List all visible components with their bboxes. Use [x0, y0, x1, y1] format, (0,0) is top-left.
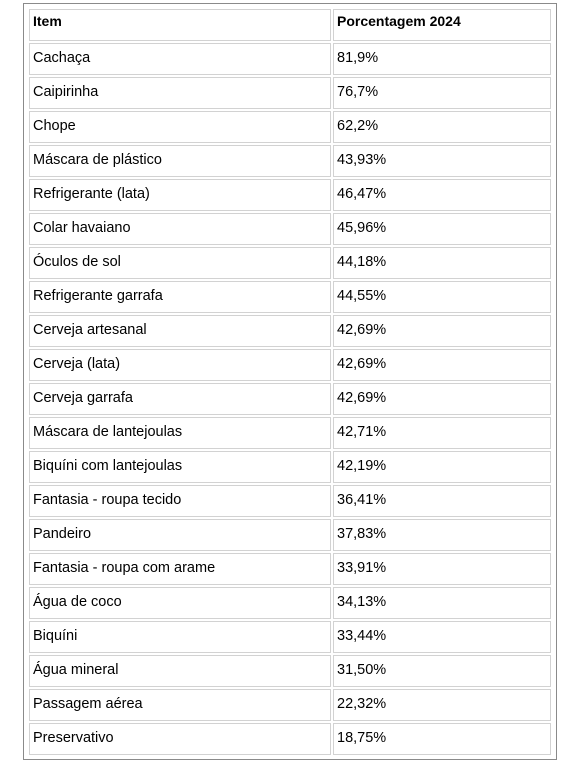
cell-percentage: 31,50% [333, 655, 551, 687]
cell-item: Cachaça [29, 43, 331, 75]
table-row: Água mineral 31,50% [29, 655, 551, 687]
cell-percentage: 37,83% [333, 519, 551, 551]
table-row: Pandeiro 37,83% [29, 519, 551, 551]
cell-item: Máscara de lantejoulas [29, 417, 331, 449]
table-row: Máscara de lantejoulas 42,71% [29, 417, 551, 449]
cell-percentage: 43,93% [333, 145, 551, 177]
cell-percentage: 33,91% [333, 553, 551, 585]
table-row: Preservativo 18,75% [29, 723, 551, 755]
cell-item: Fantasia - roupa tecido [29, 485, 331, 517]
cell-percentage: 45,96% [333, 213, 551, 245]
cell-item: Água mineral [29, 655, 331, 687]
cell-item: Biquíni com lantejoulas [29, 451, 331, 483]
cell-item: Passagem aérea [29, 689, 331, 721]
cell-item: Refrigerante (lata) [29, 179, 331, 211]
table-row: Refrigerante (lata) 46,47% [29, 179, 551, 211]
cell-item: Óculos de sol [29, 247, 331, 279]
table-row: Chope 62,2% [29, 111, 551, 143]
cell-percentage: 76,7% [333, 77, 551, 109]
cell-item: Pandeiro [29, 519, 331, 551]
table-row: Colar havaiano 45,96% [29, 213, 551, 245]
cell-percentage: 34,13% [333, 587, 551, 619]
cell-item: Caipirinha [29, 77, 331, 109]
table-row: Biquíni 33,44% [29, 621, 551, 653]
cell-percentage: 22,32% [333, 689, 551, 721]
cell-percentage: 33,44% [333, 621, 551, 653]
cell-percentage: 42,69% [333, 349, 551, 381]
price-table: Item Porcentagem 2024 Cachaça 81,9% Caip… [27, 7, 553, 757]
cell-percentage: 42,71% [333, 417, 551, 449]
cell-item: Água de coco [29, 587, 331, 619]
cell-item: Refrigerante garrafa [29, 281, 331, 313]
cell-item: Cerveja artesanal [29, 315, 331, 347]
table-row: Fantasia - roupa tecido 36,41% [29, 485, 551, 517]
cell-percentage: 81,9% [333, 43, 551, 75]
table-row: Máscara de plástico 43,93% [29, 145, 551, 177]
price-table-frame: Item Porcentagem 2024 Cachaça 81,9% Caip… [23, 3, 557, 760]
table-row: Fantasia - roupa com arame 33,91% [29, 553, 551, 585]
table-row: Passagem aérea 22,32% [29, 689, 551, 721]
cell-percentage: 42,69% [333, 315, 551, 347]
table-header-row: Item Porcentagem 2024 [29, 9, 551, 41]
table-row: Óculos de sol 44,18% [29, 247, 551, 279]
table-row: Biquíni com lantejoulas 42,19% [29, 451, 551, 483]
table-row: Cerveja artesanal 42,69% [29, 315, 551, 347]
cell-item: Fantasia - roupa com arame [29, 553, 331, 585]
column-header-percentage: Porcentagem 2024 [333, 9, 551, 41]
cell-percentage: 36,41% [333, 485, 551, 517]
table-row: Caipirinha 76,7% [29, 77, 551, 109]
cell-percentage: 42,69% [333, 383, 551, 415]
cell-item: Cerveja garrafa [29, 383, 331, 415]
table-row: Cachaça 81,9% [29, 43, 551, 75]
table-row: Cerveja garrafa 42,69% [29, 383, 551, 415]
cell-percentage: 44,18% [333, 247, 551, 279]
cell-percentage: 42,19% [333, 451, 551, 483]
cell-percentage: 46,47% [333, 179, 551, 211]
cell-item: Chope [29, 111, 331, 143]
cell-item: Biquíni [29, 621, 331, 653]
table-row: Água de coco 34,13% [29, 587, 551, 619]
column-header-item: Item [29, 9, 331, 41]
cell-item: Máscara de plástico [29, 145, 331, 177]
cell-item: Colar havaiano [29, 213, 331, 245]
table-row: Cerveja (lata) 42,69% [29, 349, 551, 381]
cell-percentage: 44,55% [333, 281, 551, 313]
cell-percentage: 18,75% [333, 723, 551, 755]
cell-percentage: 62,2% [333, 111, 551, 143]
table-row: Refrigerante garrafa 44,55% [29, 281, 551, 313]
cell-item: Preservativo [29, 723, 331, 755]
cell-item: Cerveja (lata) [29, 349, 331, 381]
